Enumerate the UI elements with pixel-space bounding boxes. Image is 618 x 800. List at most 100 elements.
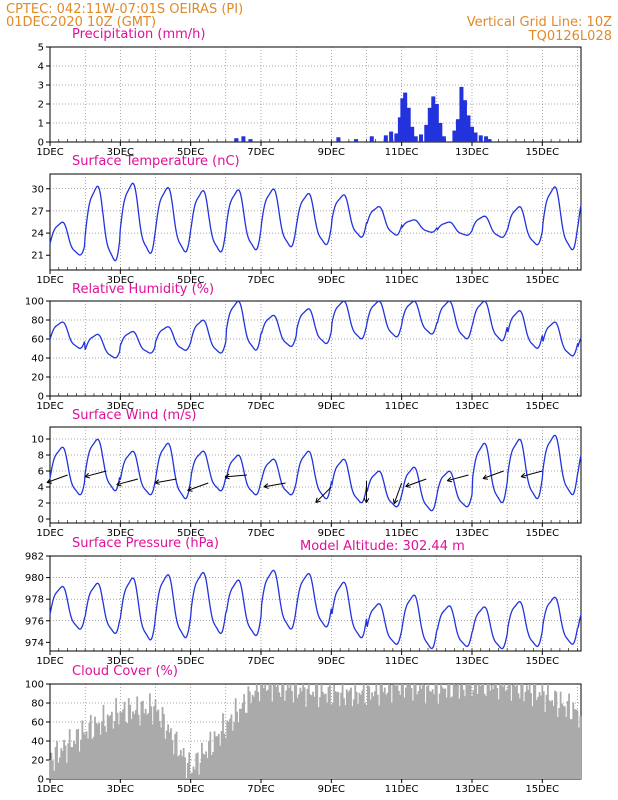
x-tick-label: 11DEC bbox=[385, 275, 419, 286]
x-tick-label: 3DEC bbox=[107, 275, 134, 286]
cloud-bar bbox=[357, 703, 359, 779]
cloud-bar bbox=[435, 684, 438, 779]
cloud-bar bbox=[141, 700, 144, 779]
cloud-bar bbox=[184, 757, 186, 779]
wind-arrow bbox=[187, 482, 209, 491]
cloud-bar bbox=[473, 684, 476, 779]
cloud-bar bbox=[558, 708, 561, 779]
cloud-bar bbox=[334, 691, 337, 779]
cloud-bar bbox=[393, 684, 396, 779]
cloud-bar bbox=[85, 731, 88, 779]
cloud-bar bbox=[64, 745, 67, 779]
cloud-bar bbox=[565, 716, 568, 779]
cloud-bar bbox=[514, 686, 517, 779]
cloud-bar bbox=[136, 696, 139, 779]
cloud-bar bbox=[147, 713, 150, 779]
x-tick-label: 13DEC bbox=[455, 275, 489, 286]
x-tick-label: 15DEC bbox=[525, 656, 559, 667]
header-model-code: TQ0126L028 bbox=[528, 29, 612, 44]
cloud-bar bbox=[49, 760, 51, 779]
cloud-bar bbox=[71, 747, 74, 779]
cloud-bar bbox=[472, 690, 475, 779]
cloud-bar bbox=[279, 696, 282, 779]
series-line bbox=[49, 434, 582, 512]
cloud-bar bbox=[61, 751, 64, 779]
wind-arrow bbox=[393, 482, 403, 504]
panel-2: 0 20 40 60 80 100 1DEC 3DEC 5DEC 7DEC 9DEC 11DEC 13D… bbox=[25, 282, 582, 412]
cloud-bar bbox=[534, 684, 537, 779]
cloud-bar bbox=[404, 687, 407, 779]
cloud-bar bbox=[419, 685, 421, 779]
precip-bar bbox=[478, 135, 483, 142]
cloud-bar bbox=[50, 752, 53, 779]
cloud-bar bbox=[298, 694, 300, 779]
wind-arrow bbox=[405, 478, 427, 487]
precip-bar bbox=[241, 136, 246, 142]
cloud-bar bbox=[167, 724, 170, 779]
cloud-bar bbox=[174, 734, 177, 779]
cloud-bar bbox=[468, 684, 471, 779]
cloud-bar bbox=[531, 706, 534, 779]
cloud-bar bbox=[87, 738, 89, 779]
cloud-bar bbox=[502, 686, 504, 779]
cloud-bar bbox=[359, 694, 362, 779]
cloud-bar bbox=[305, 706, 307, 779]
x-tick-label: 11DEC bbox=[385, 401, 419, 412]
wind-arrow bbox=[315, 486, 332, 503]
wind-arrow bbox=[154, 478, 177, 484]
cloud-bar bbox=[407, 685, 410, 779]
cloud-bar bbox=[392, 684, 395, 779]
cloud-bar bbox=[475, 684, 478, 779]
cloud-bar bbox=[220, 731, 223, 779]
cloud-bar bbox=[226, 720, 229, 779]
panel-frame bbox=[49, 555, 582, 652]
cloud-bar bbox=[577, 727, 580, 779]
cloud-bar bbox=[385, 694, 388, 779]
cloud-bar bbox=[499, 684, 502, 779]
cloud-bar bbox=[53, 770, 56, 779]
cloud-bar bbox=[178, 755, 181, 779]
cloud-bar bbox=[525, 685, 528, 779]
precip-bar bbox=[438, 123, 443, 142]
x-tick-label: 9DEC bbox=[318, 656, 345, 667]
cloud-bar bbox=[517, 693, 520, 779]
cloud-bar bbox=[548, 700, 551, 779]
cloud-bar bbox=[506, 689, 509, 779]
cloud-bar bbox=[171, 740, 174, 779]
x-tick-label: 11DEC bbox=[385, 528, 419, 539]
wind-arrow bbox=[263, 482, 286, 488]
cloud-bar bbox=[462, 689, 465, 779]
cloud-bar bbox=[575, 709, 577, 779]
cloud-bar bbox=[274, 684, 276, 779]
cloud-bar bbox=[281, 684, 283, 779]
cloud-bar bbox=[530, 693, 532, 779]
x-tick-label: 15DEC bbox=[525, 275, 559, 286]
cloud-bar bbox=[433, 694, 435, 779]
cloud-bar bbox=[319, 697, 321, 779]
wind-arrow bbox=[482, 470, 504, 479]
x-tick-label: 5DEC bbox=[177, 147, 204, 158]
cloud-bar bbox=[376, 694, 379, 779]
cloud-bar bbox=[186, 762, 189, 779]
cloud-bar bbox=[78, 751, 81, 779]
cloud-bar bbox=[458, 698, 461, 779]
cloud-bar bbox=[329, 684, 331, 779]
cloud-bar bbox=[490, 684, 493, 779]
cloud-bar bbox=[504, 690, 507, 779]
cloud-bar bbox=[545, 694, 548, 779]
x-tick-label: 1DEC bbox=[36, 784, 63, 795]
cloud-bar bbox=[219, 745, 222, 779]
wind-arrow bbox=[46, 474, 68, 483]
cloud-bar bbox=[284, 700, 286, 779]
cloud-bar bbox=[80, 739, 82, 779]
x-tick-label: 1DEC bbox=[36, 401, 63, 412]
cloud-bar bbox=[108, 716, 110, 779]
y-tick-label: 8 bbox=[38, 451, 44, 462]
cloud-bar bbox=[559, 691, 562, 779]
precip-bar bbox=[383, 135, 388, 142]
cloud-bar bbox=[365, 705, 368, 779]
x-tick-label: 5DEC bbox=[177, 784, 204, 795]
precip-bar bbox=[397, 117, 402, 142]
cloud-bar bbox=[540, 695, 542, 779]
cloud-bar bbox=[96, 724, 99, 779]
